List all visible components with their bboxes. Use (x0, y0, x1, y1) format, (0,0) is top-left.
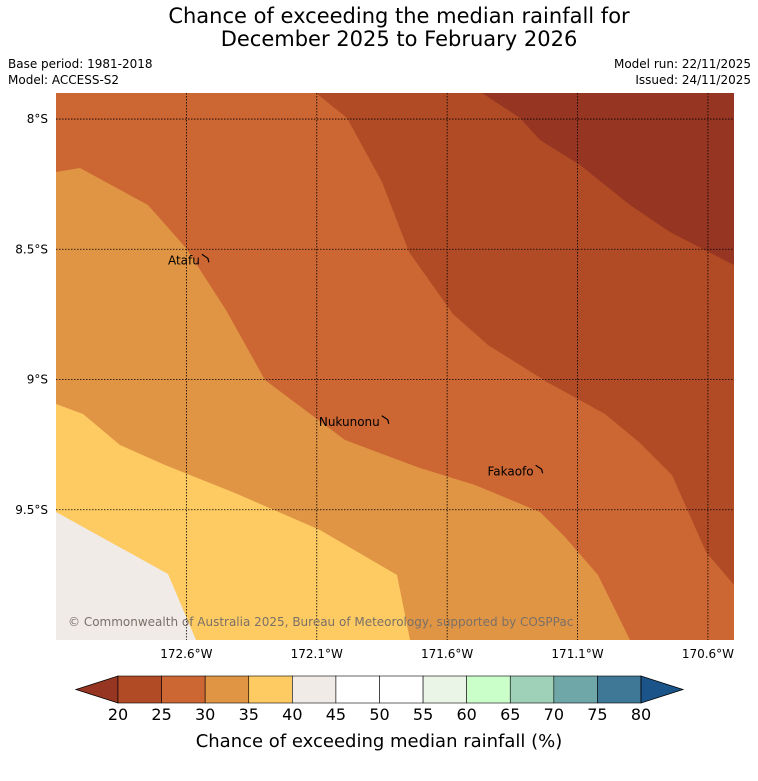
colorbar-tick-label: 25 (151, 705, 171, 724)
colorbar-tick-labels: 20 25 30 35 40 45 50 55 60 65 70 75 80 (108, 705, 651, 724)
meta-right: Model run: 22/11/2025 Issued: 24/11/2025 (614, 56, 751, 88)
base-period: Base period: 1981-2018 (8, 57, 153, 71)
colorbar-swatch (204, 675, 250, 704)
place-label: Atafu (168, 253, 200, 267)
colorbar-tick-label: 70 (544, 705, 564, 724)
chart-title: Chance of exceeding the median rainfall … (0, 5, 758, 51)
lon-label: 172.6°W (160, 647, 212, 661)
lon-label: 172.1°W (291, 647, 343, 661)
lon-label: 170.6°W (682, 647, 734, 661)
colorbar-swatch (335, 675, 380, 704)
colorbar-swatch (597, 675, 642, 704)
lat-label: 9.5°S (15, 503, 48, 517)
lon-label: 171.6°W (421, 647, 473, 661)
colorbar-tick-label: 80 (631, 705, 651, 724)
colorbar-swatch (379, 675, 424, 704)
colorbar-swatch (509, 675, 555, 704)
colorbar-swatch (248, 675, 293, 704)
rainfall-map (56, 93, 734, 640)
place-markers: Atafu Nukunonu Fakaofo (168, 253, 544, 478)
place-label: Fakaofo (487, 464, 533, 478)
colorbar (74, 675, 685, 704)
colorbar-swatch (422, 675, 467, 704)
colorbar-tick-label: 45 (326, 705, 346, 724)
atoll-outline (381, 415, 390, 424)
meta-left: Base period: 1981-2018 Model: ACCESS-S2 (8, 56, 153, 88)
copyright-notice: © Commonwealth of Australia 2025, Bureau… (68, 615, 573, 629)
colorbar-swatch (553, 675, 598, 704)
model-run: Model run: 22/11/2025 (613, 57, 751, 71)
model-name: Model: ACCESS-S2 (8, 73, 120, 87)
issued-date: Issued: 24/11/2025 (635, 73, 751, 87)
colorbar-swatch (161, 675, 206, 704)
colorbar-tick-label: 30 (195, 705, 215, 724)
colorbar-tick-label: 65 (500, 705, 520, 724)
colorbar-tick-label: 20 (108, 705, 128, 724)
lat-label: 8.5°S (15, 242, 48, 256)
colorbar-low-extend (74, 675, 119, 704)
title-line-1: Chance of exceeding the median rainfall … (168, 4, 630, 28)
latitude-labels: 8°S 8.5°S 9°S 9.5°S (15, 112, 48, 517)
colorbar-high-extend (640, 675, 685, 704)
band-40-45 (56, 512, 196, 640)
colorbar-tick-label: 50 (369, 705, 389, 724)
lon-label: 171.1°W (551, 647, 603, 661)
lat-label: 9°S (27, 373, 48, 387)
colorbar-tick-label: 55 (413, 705, 433, 724)
colorbar-tick-label: 60 (456, 705, 476, 724)
colorbar-tick-label: 75 (587, 705, 607, 724)
title-line-2: December 2025 to February 2026 (220, 27, 578, 51)
colorbar-tick-label: 40 (282, 705, 302, 724)
colorbar-label: Chance of exceeding median rainfall (%) (196, 731, 563, 752)
place-label: Nukunonu (319, 415, 380, 429)
longitude-labels: 172.6°W 172.1°W 171.6°W 171.1°W 170.6°W (160, 647, 734, 661)
colorbar-swatch (117, 675, 162, 704)
colorbar-swatch (292, 675, 337, 704)
colorbar-swatch (466, 675, 511, 704)
atoll-outline (201, 253, 210, 263)
graticule (56, 93, 734, 640)
lat-label: 8°S (27, 112, 48, 126)
atoll-outline (535, 464, 544, 474)
colorbar-tick-label: 35 (239, 705, 259, 724)
